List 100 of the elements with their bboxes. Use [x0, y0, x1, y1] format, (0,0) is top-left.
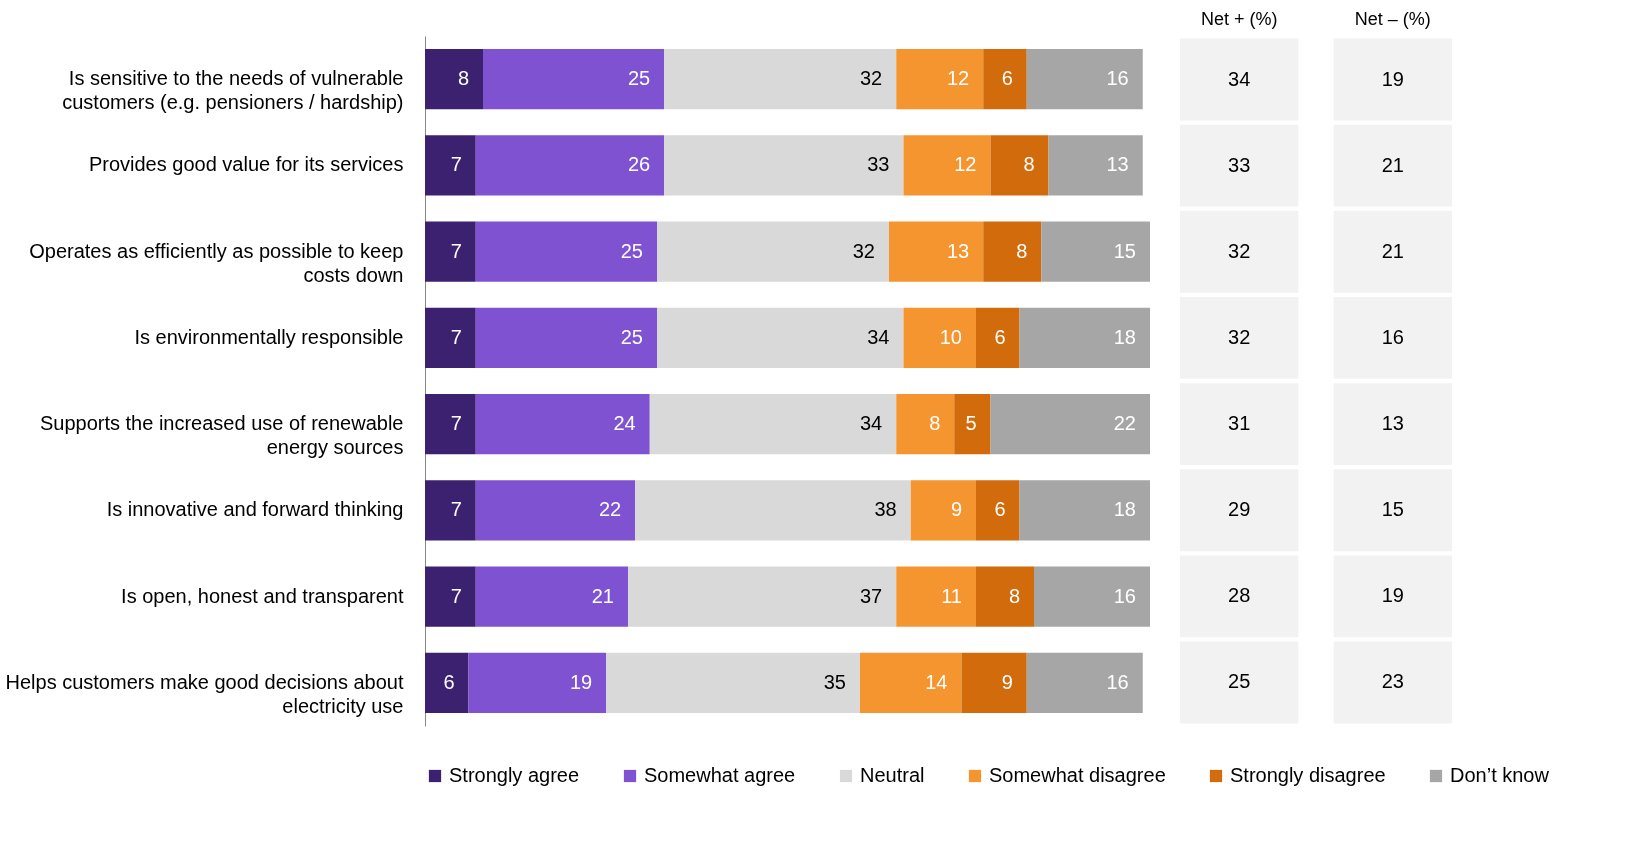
- bar: [1026, 652, 1143, 714]
- bar: [475, 393, 650, 455]
- bar: [664, 48, 897, 110]
- data-label: 15: [1113, 239, 1136, 262]
- data-label: 13: [1106, 153, 1129, 176]
- bar: [983, 48, 1027, 110]
- legend-label: Somewhat agree: [644, 764, 796, 786]
- bar: [606, 652, 860, 714]
- bar: [425, 307, 476, 369]
- text: 32: [1228, 239, 1251, 262]
- text: 34: [1228, 67, 1251, 90]
- data-label: 7: [450, 412, 462, 435]
- text: 16: [1381, 325, 1404, 348]
- data-label: 19: [570, 670, 593, 693]
- y-tick-label: Is environmentally responsible: [134, 325, 404, 348]
- legend-label: Don’t know: [1450, 764, 1550, 786]
- data-label: 24: [613, 412, 636, 435]
- data-label: 14: [925, 670, 948, 693]
- data-label: 8: [457, 67, 469, 90]
- data-label: 8: [1008, 584, 1020, 607]
- legend-label: Somewhat disagree: [989, 764, 1166, 786]
- bar: [976, 566, 1034, 627]
- bar: [983, 221, 1042, 282]
- data-label: 11: [941, 584, 962, 607]
- y-tick-label: Is sensitive to the needs of vulnerable customers (e.g. pensioners / hardship): [62, 67, 404, 114]
- bar: [664, 135, 904, 196]
- data-label: 8: [929, 412, 941, 435]
- data-label: 26: [628, 153, 651, 176]
- bar: [1026, 48, 1143, 110]
- data-label: 6: [443, 670, 455, 693]
- bar: [954, 393, 991, 455]
- bar: [425, 566, 476, 627]
- data-label: 5: [965, 412, 977, 435]
- y-tick-label: Is innovative and forward thinking: [106, 498, 404, 521]
- text: 33: [1228, 153, 1251, 176]
- bar: [425, 393, 476, 455]
- bar: [990, 393, 1150, 455]
- legend-label: Strongly disagree: [1230, 764, 1386, 786]
- data-label: 21: [591, 584, 614, 607]
- data-label: 12: [947, 67, 970, 90]
- data-label: 34: [867, 325, 890, 348]
- data-label: 16: [1106, 670, 1129, 693]
- data-label: 25: [620, 239, 643, 262]
- bar: [1048, 135, 1143, 196]
- bar: [910, 480, 976, 541]
- bar: [1019, 480, 1150, 541]
- data-label: 18: [1113, 325, 1136, 348]
- bar: [1041, 221, 1150, 282]
- bar: [475, 480, 636, 541]
- data-label: 25: [620, 325, 643, 348]
- data-label: 6: [1001, 67, 1013, 90]
- text: 31: [1228, 412, 1251, 435]
- data-label: 7: [450, 325, 462, 348]
- legend-label: Strongly agree: [449, 764, 580, 786]
- bar: [657, 307, 904, 369]
- data-label: 35: [823, 670, 846, 693]
- bar: [896, 48, 984, 110]
- text: 15: [1381, 498, 1404, 521]
- text: 13: [1381, 412, 1404, 435]
- bar: [896, 566, 976, 627]
- data-label: 32: [852, 239, 875, 262]
- text: 21: [1381, 239, 1404, 262]
- data-label: 33: [867, 153, 890, 176]
- y-tick-label: Helps customers make good decisions about electricity use: [5, 670, 404, 717]
- data-label: 7: [450, 153, 462, 176]
- text: 29: [1228, 498, 1251, 521]
- y-tick-label: Supports the increased use of renewable energy sources: [39, 412, 404, 459]
- data-label: 9: [950, 498, 962, 521]
- data-label: 38: [874, 498, 897, 521]
- bar: [976, 307, 1020, 369]
- data-label: 9: [1001, 670, 1013, 693]
- y-tick-label: Operates as efficiently as possible to keep costs down: [29, 239, 404, 286]
- data-label: 37: [860, 584, 883, 607]
- data-label: 13: [947, 239, 970, 262]
- bar: [649, 393, 897, 455]
- legend-label: Neutral: [860, 764, 925, 786]
- y-tick-label: Is open, honest and transparent: [121, 584, 404, 607]
- category-label: Net + (%): [1200, 8, 1278, 29]
- data-label: 8: [1023, 153, 1035, 176]
- data-label: 7: [450, 498, 462, 521]
- text: 21: [1381, 153, 1404, 176]
- bar: [889, 221, 984, 282]
- bar: [425, 221, 476, 282]
- bar: [475, 566, 628, 627]
- bar: [468, 652, 607, 714]
- data-label: 7: [450, 584, 462, 607]
- data-label: 7: [450, 239, 462, 262]
- data-label: 22: [599, 498, 622, 521]
- bar: [903, 135, 991, 196]
- bar: [903, 307, 976, 369]
- bar: [1034, 566, 1150, 627]
- data-label: 6: [994, 498, 1006, 521]
- bar: [635, 480, 911, 541]
- bar: [425, 48, 483, 110]
- text: 28: [1228, 584, 1251, 607]
- bar: [628, 566, 897, 627]
- bar: [657, 221, 889, 282]
- data-label: 6: [994, 325, 1006, 348]
- text: 32: [1228, 325, 1251, 348]
- bar: [475, 307, 657, 369]
